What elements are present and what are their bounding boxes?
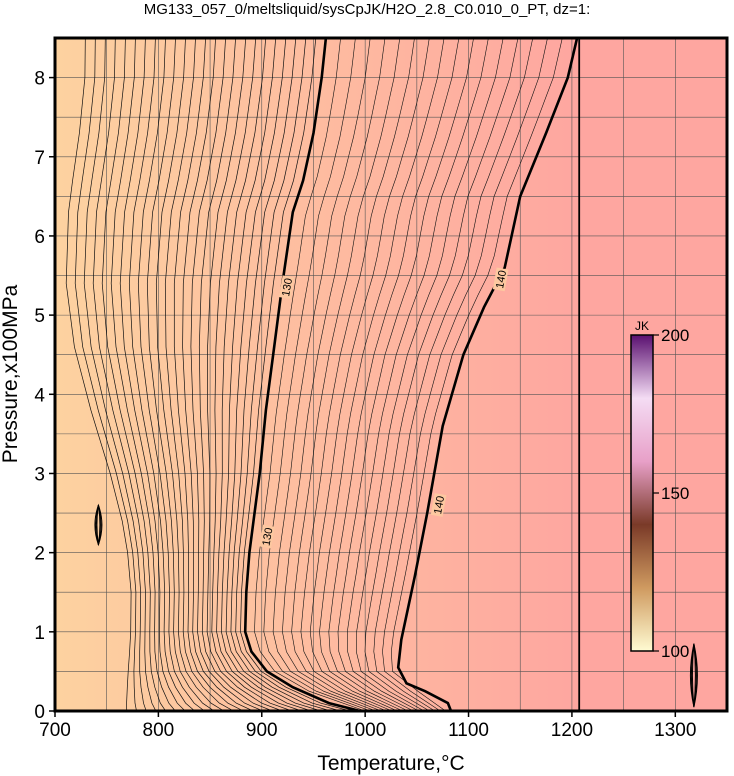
minor-contour-line [364,38,519,711]
contour-label: 140 [492,267,509,292]
closed-contour [94,503,103,547]
minor-contour-line [337,38,474,711]
y-tick-label: 4 [34,385,45,406]
minor-contour-line [240,38,351,711]
y-tick-label: 7 [34,148,45,169]
minor-contour-line [291,38,401,711]
minor-contour-line [309,38,430,711]
plot-field [55,38,727,711]
chart-title: MG133_057_0/meltsliquid/sysCpJK/H2O_2.8_… [144,1,591,18]
minor-contour-line [83,38,147,711]
x-axis-label: Temperature,°C [317,752,464,775]
contour-label-text: 140 [494,269,509,289]
minor-contour-line [216,38,302,711]
major-contour-line [243,38,361,711]
contour-label-text: 140 [432,495,447,515]
minor-contour-line [373,38,534,711]
y-axis-label: Pressure,x100MPa [0,284,22,463]
minor-contour-line [128,38,196,711]
minor-contour-line [254,38,366,711]
y-axis-ticks: 0 1 2 3 4 5 6 7 8 [34,69,55,723]
minor-contour-line [155,38,225,711]
minor-contour-line [382,38,548,711]
closed-contour [689,643,698,708]
minor-contour-line [211,38,293,711]
contour-label: 130 [278,275,295,300]
grid-lines [55,38,727,711]
colorbar-gradient [630,334,654,652]
minor-contour-line [92,38,157,711]
x-tick-label: 1200 [551,720,593,741]
contour-label: 140 [430,493,447,517]
contour-label-bg [259,524,275,549]
colorbar: JK 100 150 200 [630,319,689,661]
contour-label-bg [492,267,509,292]
minor-contour-line [235,38,341,711]
x-tick-label: 1100 [448,720,489,741]
minor-contour-line [137,38,205,711]
y-tick-label: 5 [34,306,45,327]
minor-contour-line [101,38,166,711]
x-tick-label: 900 [246,720,278,741]
contour-label: 130 [259,524,275,549]
minor-contour-line [65,38,132,711]
x-tick-label: 700 [39,720,71,741]
minor-contour-line [206,38,283,711]
minor-contour-line [282,38,386,711]
major-contours: 130 130 140 140 [243,38,581,711]
minor-contour-line [328,38,460,711]
y-tick-label: 8 [34,69,45,90]
minor-contour-line [146,38,215,711]
minor-contour-line [182,38,254,711]
contour-label-bg [430,493,447,517]
colorbar-unit: JK [635,319,649,333]
x-tick-label: 1300 [654,720,696,741]
y-tick-label: 6 [34,227,45,248]
y-tick-label: 2 [34,544,45,565]
minor-contour-line [390,38,563,711]
minor-contour-line [173,38,244,711]
minor-contour-line [319,38,445,711]
y-tick-label: 0 [34,702,45,723]
small-closed-contours [94,503,698,708]
minor-contour-line [230,38,331,711]
x-tick-label: 1000 [344,720,386,741]
colorbar-tick-label: 200 [661,326,689,345]
contour-label-bg [278,275,295,300]
minor-contour-line [272,38,377,711]
minor-contour-line [221,38,312,711]
minor-contour-line [190,38,263,711]
minor-contour-line [110,38,176,711]
plot-frame [53,36,729,713]
minor-contour-line [198,38,273,711]
contour-label-text: 130 [280,277,295,297]
y-tick-label: 1 [34,623,45,644]
colorbar-tick-label: 150 [661,484,689,503]
major-contour-line [396,38,579,711]
contour-label-text: 130 [260,527,275,547]
colorbar-tick-label: 100 [661,642,689,661]
x-axis-ticks: 700 800 900 1000 1100 1200 1300 [39,711,696,741]
y-tick-label: 3 [34,464,45,485]
minor-contour-line [119,38,186,711]
minor-contour-line [346,38,489,711]
minor-contour-line [164,38,234,711]
minor-contour-line [263,38,371,711]
minor-contour-line [74,38,137,711]
x-tick-label: 800 [143,720,175,741]
minor-contour-line [355,38,504,711]
minor-contour-line [300,38,415,711]
colorbar-ticks: 100 150 200 [653,326,689,661]
minor-contours [65,38,563,711]
minor-contour-line [225,38,322,711]
